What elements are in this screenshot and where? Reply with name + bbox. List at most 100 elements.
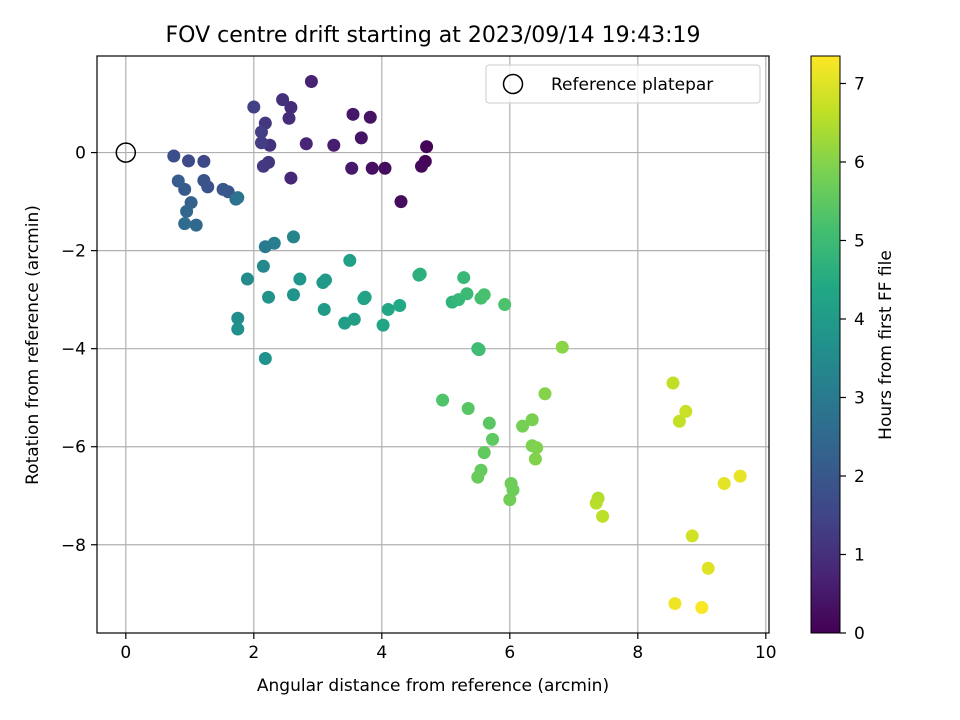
data-point [413,267,427,281]
data-point [461,401,475,415]
data-point [471,470,485,484]
data-point [695,601,709,615]
data-point [345,161,359,175]
data-point [666,376,680,390]
data-point [538,387,552,401]
data-point [733,469,747,483]
data-point [216,182,230,196]
legend-box [485,64,761,104]
data-point [318,273,332,287]
x-tick-label: 8 [632,643,643,663]
colorbar-tick-label: 6 [854,153,865,173]
data-point [528,452,542,466]
data-point [282,111,296,125]
scatter-points [167,74,747,615]
legend: Reference platepar [485,64,761,104]
data-point [286,288,300,302]
legend-label-reference: Reference platepar [551,75,713,95]
data-point [231,322,245,336]
x-tick-label: 10 [755,643,777,663]
data-point [284,171,298,185]
data-point [267,236,281,250]
data-point [504,476,518,490]
colorbar-tick-label: 0 [854,624,865,644]
data-point [516,419,530,433]
plot-area-frame [96,55,770,634]
data-point [256,259,270,273]
data-point [286,230,300,244]
data-point [436,393,450,407]
data-point [477,446,491,460]
colorbar-tick-label: 5 [854,231,865,251]
y-axis-ticks: 0 −2 −4 −6 −8 [61,144,97,556]
data-point [231,191,245,205]
data-point [394,195,408,209]
x-tick-label: 6 [504,643,515,663]
data-point [589,496,603,510]
legend-marker-reference [502,73,524,95]
y-tick-label: −4 [61,340,86,360]
y-tick-label: 0 [75,144,86,164]
chart-title: FOV centre drift starting at 2023/09/14 … [166,23,701,48]
data-point [668,597,682,611]
data-point [258,351,272,365]
data-point [358,290,372,304]
y-axis-label: Rotation from reference (arcmin) [23,205,43,485]
data-point [247,100,261,114]
y-tick-label: −8 [61,536,86,556]
data-point [376,318,390,332]
data-point [701,561,715,575]
data-point [472,343,486,357]
data-point [240,272,254,286]
data-point [482,416,496,430]
colorbar-tick-label: 3 [854,388,865,408]
data-point [596,509,610,523]
x-tick-label: 2 [248,643,259,663]
data-point [231,311,245,325]
data-point [381,302,395,316]
data-point [293,272,307,286]
data-point [256,159,270,173]
data-point [189,218,203,232]
data-point [378,161,392,175]
y-tick-label: −6 [61,438,86,458]
data-point [679,404,693,418]
colorbar-label: Hours from first FF file [876,250,896,440]
data-point [180,204,194,218]
data-point [414,159,428,173]
data-point [299,137,313,151]
data-point [343,253,357,267]
colorbar-tick-label: 4 [854,310,865,330]
data-point [254,136,268,150]
data-point [365,161,379,175]
data-point [460,287,474,301]
data-point [197,174,211,188]
colorbar-ticks: 0 1 2 3 4 5 6 7 [840,74,865,644]
data-point [503,493,517,507]
data-point [486,432,500,446]
colorbar [810,55,841,634]
data-point [347,312,361,326]
colorbar-tick-label: 7 [854,74,865,94]
data-point [555,340,569,354]
data-point [317,302,331,316]
data-point [262,290,276,304]
data-point [525,413,539,427]
x-axis-ticks: 0 2 4 6 8 10 [120,633,777,663]
data-point [420,140,434,154]
data-point [197,154,211,168]
data-point [354,131,368,145]
y-tick-label: −2 [61,242,86,262]
x-axis-label: Angular distance from reference (arcmin) [257,676,609,696]
grid-lines [97,56,769,633]
data-point [363,110,377,124]
data-point [182,154,196,168]
data-point [393,299,407,313]
data-point [327,138,341,152]
data-point [167,149,181,163]
data-point [717,476,731,490]
data-point [346,107,360,121]
data-point [457,271,471,285]
data-point [276,93,290,107]
